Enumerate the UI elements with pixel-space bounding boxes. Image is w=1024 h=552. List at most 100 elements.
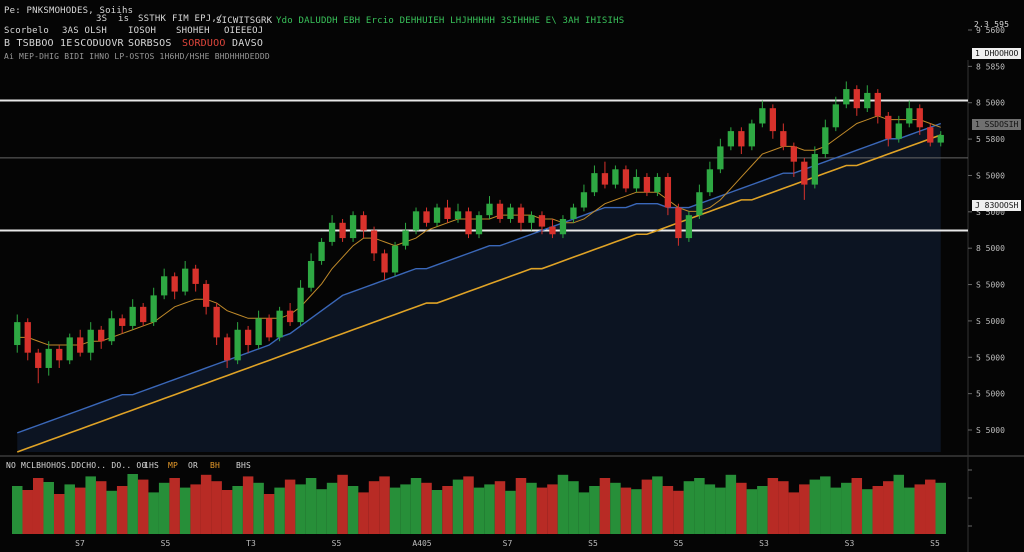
x-tick-label: S5 — [332, 539, 342, 548]
candle-body — [297, 287, 304, 323]
volume-bar — [820, 476, 831, 534]
candle-body — [790, 146, 797, 162]
volume-bar — [137, 479, 149, 534]
volume-bar — [484, 484, 495, 534]
volume-bar — [242, 476, 254, 534]
candle-body — [885, 115, 892, 139]
volume-bar — [788, 492, 800, 534]
y-tick-label: 5 5000 — [976, 353, 1005, 362]
candle-body — [223, 337, 231, 361]
volume-bar — [746, 489, 758, 534]
candle-body — [832, 104, 839, 128]
x-tick-label: T3 — [246, 539, 256, 548]
volume-bar — [295, 484, 306, 534]
candle-body — [171, 276, 178, 292]
volume-value: BH — [210, 461, 221, 470]
y-tick-label: 8 5000 — [976, 244, 1005, 253]
candle-body — [360, 215, 367, 231]
volume-bar — [158, 482, 170, 534]
y-tick-label: S 5000 — [976, 281, 1005, 290]
volume-bar — [694, 478, 705, 534]
volume-bar — [305, 478, 317, 534]
volume-bar — [53, 494, 65, 534]
volume-bar — [32, 478, 44, 534]
volume-value: BHS — [236, 461, 252, 470]
header-field: is — [118, 14, 130, 24]
chart-title: SICWITSGRK — [216, 16, 273, 26]
x-tick-label: S5 — [674, 539, 684, 548]
candle-body — [895, 123, 902, 139]
volume-bar — [799, 484, 810, 534]
volume-bar — [841, 482, 852, 534]
volume-bar — [106, 490, 117, 534]
candle-body — [622, 169, 630, 189]
y-tick-label: S 5000 — [976, 426, 1005, 435]
candle-body — [780, 131, 787, 147]
volume-bar — [715, 487, 726, 534]
volume-bar — [652, 476, 663, 534]
volume-bar — [368, 481, 380, 534]
x-tick-label: A405 — [412, 539, 431, 548]
volume-bar — [767, 478, 779, 534]
volume-bar — [862, 489, 873, 534]
candle-body — [738, 131, 745, 147]
header-field: IOSOH — [128, 26, 157, 36]
candle-body — [433, 207, 441, 223]
volume-value: 1HS — [144, 461, 160, 470]
volume-bar — [358, 492, 369, 534]
candle-body — [769, 108, 776, 132]
candle-body — [182, 268, 189, 292]
volume-value: MP — [168, 461, 179, 470]
volume-bar — [253, 482, 264, 534]
volume-bar — [568, 481, 579, 534]
volume-bar — [620, 487, 632, 534]
volume-bar — [872, 486, 884, 534]
candle-body — [727, 131, 735, 147]
volume-bar — [641, 479, 653, 534]
candle-body — [318, 241, 325, 261]
candle-body — [276, 310, 283, 338]
volume-bar — [274, 487, 285, 534]
volume-bar — [662, 486, 674, 534]
candle-body — [192, 268, 199, 284]
volume-bar — [410, 478, 422, 534]
candle-body — [66, 337, 73, 361]
volume-bar — [431, 490, 443, 534]
x-tick-label: S3 — [845, 539, 855, 548]
header-price: B TSBBOO 1E — [4, 38, 73, 49]
candle-body — [56, 348, 63, 361]
candle-body — [528, 215, 535, 223]
price-tag-top: 1 DHOOHOO — [972, 48, 1022, 59]
volume-label: NO MCLBHOHOS.DDCHO.. DO.. O0 — [6, 461, 147, 470]
volume-bar — [673, 490, 684, 534]
volume-bar — [515, 478, 527, 534]
volume-bar — [610, 482, 621, 534]
volume-bar — [463, 476, 474, 534]
volume-bar — [452, 479, 464, 534]
y-tick-label: 5 5000 — [976, 390, 1005, 399]
volume-bar — [74, 487, 86, 534]
volume-bar — [683, 481, 695, 534]
candle-body — [45, 348, 52, 368]
candle-body — [286, 310, 294, 323]
candle-body — [811, 154, 818, 185]
candle-body — [98, 329, 105, 342]
volume-bar — [190, 484, 201, 534]
candle-body — [161, 276, 168, 296]
candle-body — [937, 134, 944, 143]
candle-body — [244, 329, 252, 346]
volume-bar — [316, 489, 327, 534]
y-tick-label: S 5000 — [976, 208, 1005, 217]
volume-bar — [830, 487, 842, 534]
volume-bar — [704, 484, 716, 534]
candle-body — [423, 211, 430, 223]
candle-body — [465, 211, 472, 235]
volume-bar — [22, 490, 33, 534]
volume-bar — [43, 482, 54, 534]
volume-bar — [736, 482, 747, 534]
volume-bar — [925, 479, 936, 534]
header-field: FIM EPJ,/ — [172, 14, 223, 24]
candle-body — [717, 146, 724, 170]
candle-body — [234, 329, 241, 361]
